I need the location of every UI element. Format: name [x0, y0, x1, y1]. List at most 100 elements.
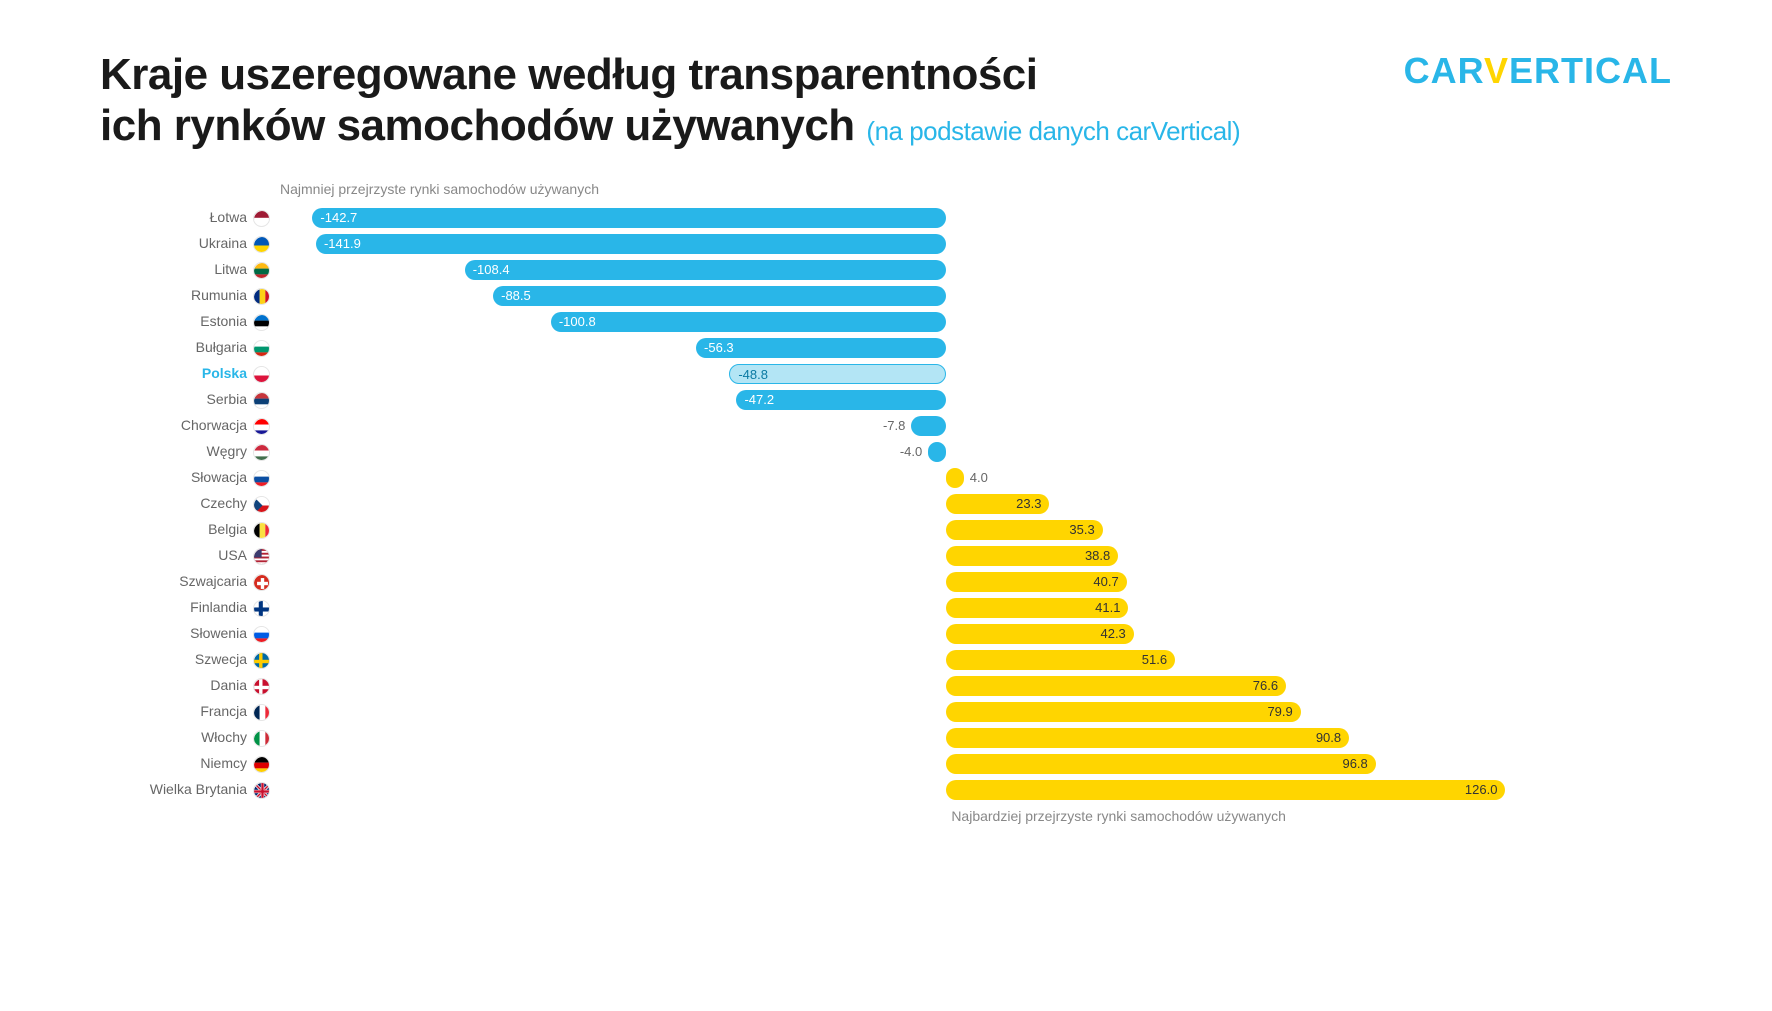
bar: -4.0	[928, 442, 946, 462]
bar-value: -4.0	[900, 444, 922, 459]
country-name: Bułgaria	[196, 339, 247, 355]
subtitle: (na podstawie danych carVertical)	[866, 116, 1240, 146]
bar-value: -56.3	[704, 340, 734, 355]
bar-area: -108.4	[280, 257, 1612, 282]
title-block: Kraje uszeregowane według transparentnoś…	[100, 50, 1404, 151]
bar-area: 42.3	[280, 621, 1612, 646]
chart-row: Słowenia42.3	[280, 621, 1612, 646]
flag-icon	[253, 418, 270, 435]
chart-row: Dania76.6	[280, 673, 1612, 698]
bar: -7.8	[911, 416, 946, 436]
bar: 23.3	[946, 494, 1049, 514]
bar-value: -141.9	[324, 236, 361, 251]
country-label: Francja	[100, 703, 280, 721]
country-label: Słowacja	[100, 469, 280, 487]
flag-icon	[253, 756, 270, 773]
bar-value: 96.8	[1342, 756, 1367, 771]
bar-value: -100.8	[559, 314, 596, 329]
flag-icon	[253, 288, 270, 305]
bar: 40.7	[946, 572, 1127, 592]
bar: 79.9	[946, 702, 1301, 722]
chart-row: Węgry-4.0	[280, 439, 1612, 464]
bar-value: 79.9	[1267, 704, 1292, 719]
bar-area: 51.6	[280, 647, 1612, 672]
chart-row: Belgia35.3	[280, 517, 1612, 542]
bar-area: -88.5	[280, 283, 1612, 308]
country-label: Finlandia	[100, 599, 280, 617]
country-label: Chorwacja	[100, 417, 280, 435]
logo-v: V	[1484, 50, 1509, 91]
page-title: Kraje uszeregowane według transparentnoś…	[100, 50, 1404, 151]
bar-value: 40.7	[1093, 574, 1118, 589]
bar-value: 38.8	[1085, 548, 1110, 563]
country-name: Polska	[202, 365, 247, 381]
bar-value: -88.5	[501, 288, 531, 303]
bar-value: -142.7	[320, 210, 357, 225]
country-name: Estonia	[200, 313, 247, 329]
country-label: Rumunia	[100, 287, 280, 305]
bar-value: 126.0	[1465, 782, 1498, 797]
bar-area: 35.3	[280, 517, 1612, 542]
country-name: Litwa	[214, 261, 247, 277]
bar-area: 4.0	[280, 465, 1612, 490]
logo-car: CAR	[1404, 50, 1484, 91]
flag-icon	[253, 262, 270, 279]
flag-icon	[253, 522, 270, 539]
bar: -88.5	[493, 286, 946, 306]
country-name: USA	[218, 547, 247, 563]
bar-area: -47.2	[280, 387, 1612, 412]
bar: 126.0	[946, 780, 1505, 800]
bar-area: 126.0	[280, 777, 1612, 802]
chart-row: Czechy23.3	[280, 491, 1612, 516]
chart-row: Serbia-47.2	[280, 387, 1612, 412]
chart-row: Rumunia-88.5	[280, 283, 1612, 308]
bar: 96.8	[946, 754, 1376, 774]
bar-area: -141.9	[280, 231, 1612, 256]
bar: 76.6	[946, 676, 1286, 696]
bar-value: 42.3	[1100, 626, 1125, 641]
country-name: Rumunia	[191, 287, 247, 303]
flag-icon	[253, 574, 270, 591]
country-name: Chorwacja	[181, 417, 247, 433]
chart-row: USA38.8	[280, 543, 1612, 568]
country-name: Słowacja	[191, 469, 247, 485]
chart-row: Polska-48.8	[280, 361, 1612, 386]
bar-value: -7.8	[883, 418, 905, 433]
bar: -56.3	[696, 338, 946, 358]
bar-value: 23.3	[1016, 496, 1041, 511]
country-name: Słowenia	[190, 625, 247, 641]
country-label: Włochy	[100, 729, 280, 747]
country-name: Niemcy	[200, 755, 247, 771]
bar-area: 96.8	[280, 751, 1612, 776]
country-label: Słowenia	[100, 625, 280, 643]
bar-value: 35.3	[1069, 522, 1094, 537]
bar-area: 23.3	[280, 491, 1612, 516]
bar: -48.8	[729, 364, 946, 384]
flag-icon	[253, 340, 270, 357]
country-name: Szwajcaria	[179, 573, 247, 589]
chart-rows: Łotwa-142.7Ukraina-141.9Litwa-108.4Rumun…	[280, 205, 1612, 802]
flag-icon	[253, 236, 270, 253]
country-label: Dania	[100, 677, 280, 695]
chart-row: Finlandia41.1	[280, 595, 1612, 620]
title-line1: Kraje uszeregowane według transparentnoś…	[100, 50, 1037, 99]
country-label: Szwecja	[100, 651, 280, 669]
chart-row: Francja79.9	[280, 699, 1612, 724]
country-label: Estonia	[100, 313, 280, 331]
bar-area: 76.6	[280, 673, 1612, 698]
bar-value: 90.8	[1316, 730, 1341, 745]
chart-row: Włochy90.8	[280, 725, 1612, 750]
legend-top: Najmniej przejrzyste rynki samochodów uż…	[280, 181, 1612, 197]
flag-icon	[253, 652, 270, 669]
country-name: Wielka Brytania	[150, 781, 247, 797]
bar: 35.3	[946, 520, 1103, 540]
chart-row: Bułgaria-56.3	[280, 335, 1612, 360]
bar: -108.4	[465, 260, 946, 280]
flag-icon	[253, 314, 270, 331]
bar-area: -56.3	[280, 335, 1612, 360]
logo: CARVERTICAL	[1404, 50, 1672, 92]
country-label: Łotwa	[100, 209, 280, 227]
country-label: USA	[100, 547, 280, 565]
chart-row: Słowacja4.0	[280, 465, 1612, 490]
bar-area: 41.1	[280, 595, 1612, 620]
